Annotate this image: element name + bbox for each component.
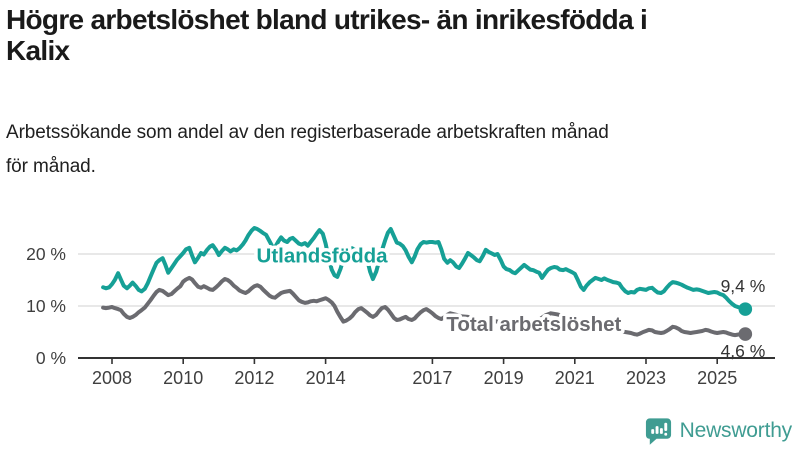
- series-label-halo-1: Total arbetslöshet: [446, 313, 621, 336]
- x-tick-label-2025: 2025: [697, 368, 737, 388]
- x-tick-label-2014: 2014: [306, 368, 346, 388]
- x-tick-label-2019: 2019: [484, 368, 524, 388]
- end-dot-total: [738, 327, 753, 341]
- end-value-label-utlandsfodda: 9,4 %: [721, 276, 766, 296]
- series-label-halo-0: Utlandsfödda: [257, 244, 389, 267]
- page-title: Högre arbetslöshet bland utrikes- än inr…: [6, 4, 798, 66]
- x-tick-label-2012: 2012: [234, 368, 274, 388]
- chart-subtitle-line-1: Arbetssökande som andel av den registerb…: [6, 122, 609, 143]
- page-title-line-1: Högre arbetslöshet bland utrikes- än inr…: [6, 4, 648, 35]
- series-line-utlandsfodda: [101, 226, 748, 312]
- chart-subtitle-line-2: för månad.: [6, 156, 96, 177]
- chart-subtitle: Arbetssökande som andel av den registerb…: [6, 116, 786, 184]
- newsworthy-icon: [645, 418, 671, 445]
- end-dot-utlandsfodda: [738, 302, 753, 316]
- x-tick-label-2008: 2008: [92, 368, 132, 388]
- x-tick-label-2017: 2017: [412, 368, 452, 388]
- brand-name: Newsworthy: [679, 419, 793, 442]
- x-tick-label-2023: 2023: [626, 368, 666, 388]
- series-line-total: [101, 275, 748, 338]
- y-tick-label-20: 20 %: [26, 244, 66, 264]
- series-label-utlandsfodda: Utlandsfödda: [257, 244, 389, 267]
- page-title-line-2: Kalix: [6, 35, 70, 66]
- series-label-total-arbetsloshet: Total arbetslöshet: [446, 313, 621, 336]
- x-tick-label-2010: 2010: [163, 368, 203, 388]
- end-value-label-total: 4,6 %: [721, 341, 766, 361]
- y-tick-label-10: 10 %: [26, 296, 66, 316]
- x-tick-label-2021: 2021: [555, 368, 595, 388]
- y-tick-label-0: 0 %: [36, 348, 66, 368]
- newsworthy-logo: Newsworthy: [644, 415, 792, 447]
